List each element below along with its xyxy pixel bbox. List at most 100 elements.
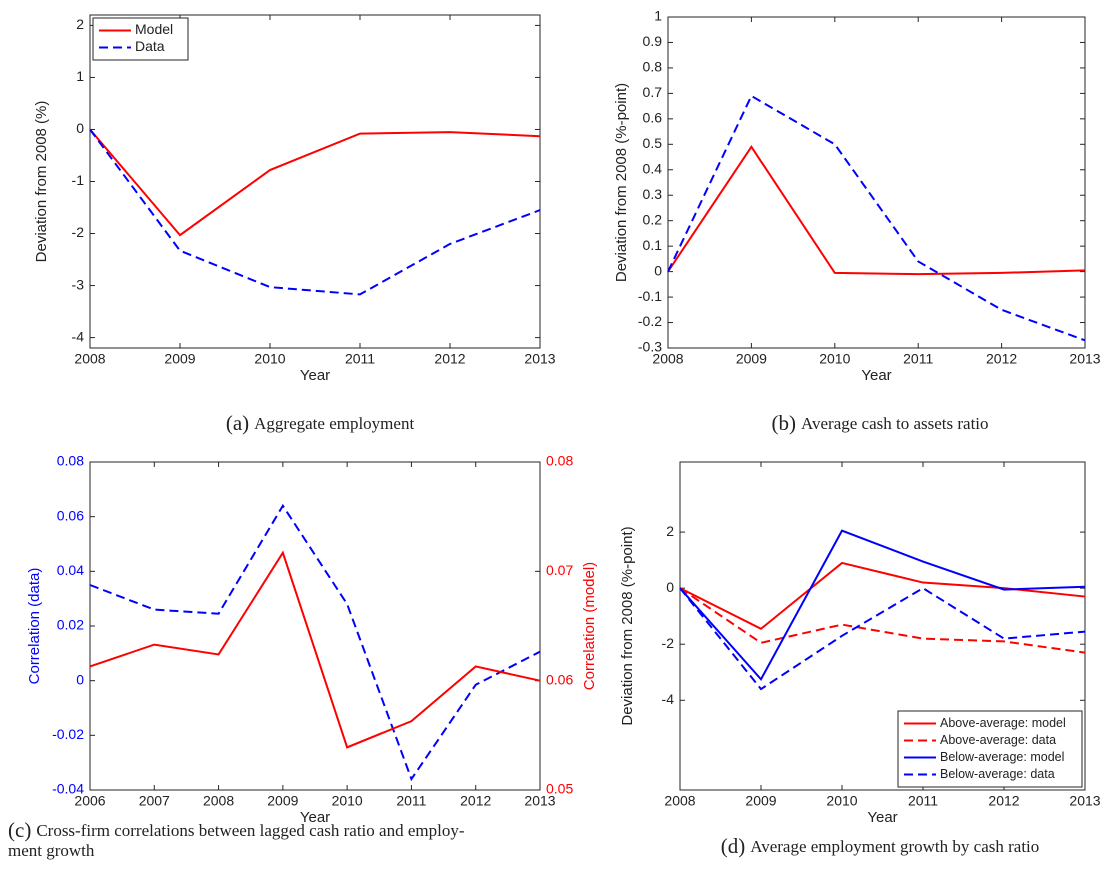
x-tick-label: 2012 [988, 793, 1019, 809]
legend-label: Below-average: data [940, 767, 1055, 781]
x-tick-label: 2011 [345, 351, 375, 367]
y-tick-label: -0.3 [638, 339, 662, 355]
y-tick-label: 0 [76, 120, 84, 136]
y2-tick-label: 0.08 [546, 453, 573, 469]
y-tick-label: -0.1 [638, 288, 662, 304]
x-tick-label: 2013 [524, 351, 555, 367]
y-tick-label: 0.3 [643, 186, 663, 202]
caption-label: (c) [8, 818, 31, 842]
legend-label: Above-average: data [940, 733, 1056, 747]
plot-area [667, 16, 1086, 349]
caption-text: Aggregate employment [254, 414, 414, 433]
y-tick-label: 0.7 [643, 84, 663, 100]
data-line [667, 94, 1086, 342]
y-axis-label: Deviation from 2008 (%) [33, 101, 50, 263]
y-tick-label: 0.8 [643, 59, 663, 75]
plot-area [89, 461, 541, 791]
y-tick-label: 0.08 [57, 453, 84, 469]
x-tick-label: 2012 [434, 351, 465, 367]
x-tick-label: 2013 [524, 793, 555, 809]
y2-axis-label: Correlation (model) [581, 562, 598, 690]
x-tick-label: 2009 [164, 351, 195, 367]
y-tick-label: -2 [662, 635, 675, 651]
caption-text: Average employment growth by cash ratio [750, 837, 1039, 856]
x-tick-label: 2009 [267, 793, 298, 809]
x-tick-label: 2008 [664, 793, 695, 809]
x-tick-label: 2007 [139, 793, 170, 809]
y-tick-label: -0.2 [638, 313, 662, 329]
x-tick-label: 2006 [74, 793, 105, 809]
y-tick-label: 0.9 [643, 33, 663, 49]
legend-label: Data [135, 38, 165, 54]
y-tick-label: 0.06 [57, 507, 84, 523]
y-axis-label: Deviation from 2008 (%-point) [619, 526, 636, 725]
y-tick-label: 0 [666, 579, 674, 595]
x-tick-label: 2009 [745, 793, 776, 809]
legend-label: Above-average: model [940, 716, 1066, 730]
y-tick-label: 1 [76, 68, 84, 84]
data-line [667, 145, 1086, 276]
y-tick-label: 0.2 [643, 211, 663, 227]
caption-label: (a) [226, 411, 249, 435]
x-tick-label: 2011 [908, 793, 938, 809]
x-tick-label: 2013 [1069, 351, 1100, 367]
y-tick-label: 0.6 [643, 110, 663, 126]
caption-label: (b) [771, 411, 796, 435]
caption: (c) Cross-firm correlations between lagge… [8, 818, 465, 842]
y-tick-label: 0.5 [643, 135, 663, 151]
legend-label: Below-average: model [940, 750, 1064, 764]
y-tick-label: -0.04 [52, 781, 84, 797]
y2-tick-label: 0.07 [546, 562, 573, 578]
y-tick-label: 2 [666, 523, 674, 539]
x-tick-label: 2010 [819, 351, 850, 367]
caption-text: Average cash to assets ratio [801, 414, 989, 433]
data-line [679, 586, 1086, 691]
x-axis-label: Year [867, 809, 897, 826]
y-tick-label: 0 [654, 262, 662, 278]
y-tick-label: 0 [76, 671, 84, 687]
x-tick-label: 2010 [826, 793, 857, 809]
caption-label: (d) [721, 834, 746, 858]
caption-text: Cross-firm correlations between lagged c… [36, 821, 465, 840]
y-tick-label: -4 [72, 328, 85, 344]
data-line [679, 587, 1086, 654]
y-tick-label: -3 [72, 276, 85, 292]
y2-tick-label: 0.06 [546, 671, 573, 687]
x-tick-label: 2010 [332, 793, 363, 809]
data-line [89, 128, 541, 237]
plot-area [89, 14, 541, 349]
y-tick-label: 0.4 [643, 160, 663, 176]
y-tick-label: 2 [76, 16, 84, 32]
data-line [89, 550, 541, 749]
x-tick-label: 2008 [74, 351, 105, 367]
x-tick-label: 2010 [254, 351, 285, 367]
y-tick-label: -4 [662, 691, 675, 707]
y2-tick-label: 0.05 [546, 781, 573, 797]
y-axis-label: Correlation (data) [26, 568, 43, 685]
x-axis-label: Year [861, 367, 891, 384]
caption: (d) Average employment growth by cash rat… [721, 834, 1040, 858]
y-axis-label: Deviation from 2008 (%-point) [613, 83, 630, 282]
y-tick-label: -1 [72, 172, 85, 188]
y-tick-label: 0.1 [643, 237, 663, 253]
data-line [679, 529, 1086, 681]
y-tick-label: 1 [654, 8, 662, 24]
x-axis-label: Year [300, 809, 330, 826]
x-tick-label: 2009 [736, 351, 767, 367]
x-tick-label: 2012 [460, 793, 491, 809]
y-tick-label: -0.02 [52, 726, 84, 742]
x-tick-label: 2013 [1069, 793, 1100, 809]
y-tick-label: -2 [72, 224, 85, 240]
x-tick-label: 2008 [652, 351, 683, 367]
x-axis-label: Year [300, 367, 330, 384]
x-tick-label: 2011 [396, 793, 426, 809]
legend-box [92, 17, 189, 61]
caption: (a) Aggregate employment [226, 411, 415, 435]
x-tick-label: 2011 [903, 351, 933, 367]
caption: (b) Average cash to assets ratio [771, 411, 988, 435]
y-tick-label: 0.04 [57, 562, 84, 578]
y-tick-label: 0.02 [57, 617, 84, 633]
x-tick-label: 2012 [986, 351, 1017, 367]
x-tick-label: 2008 [203, 793, 234, 809]
